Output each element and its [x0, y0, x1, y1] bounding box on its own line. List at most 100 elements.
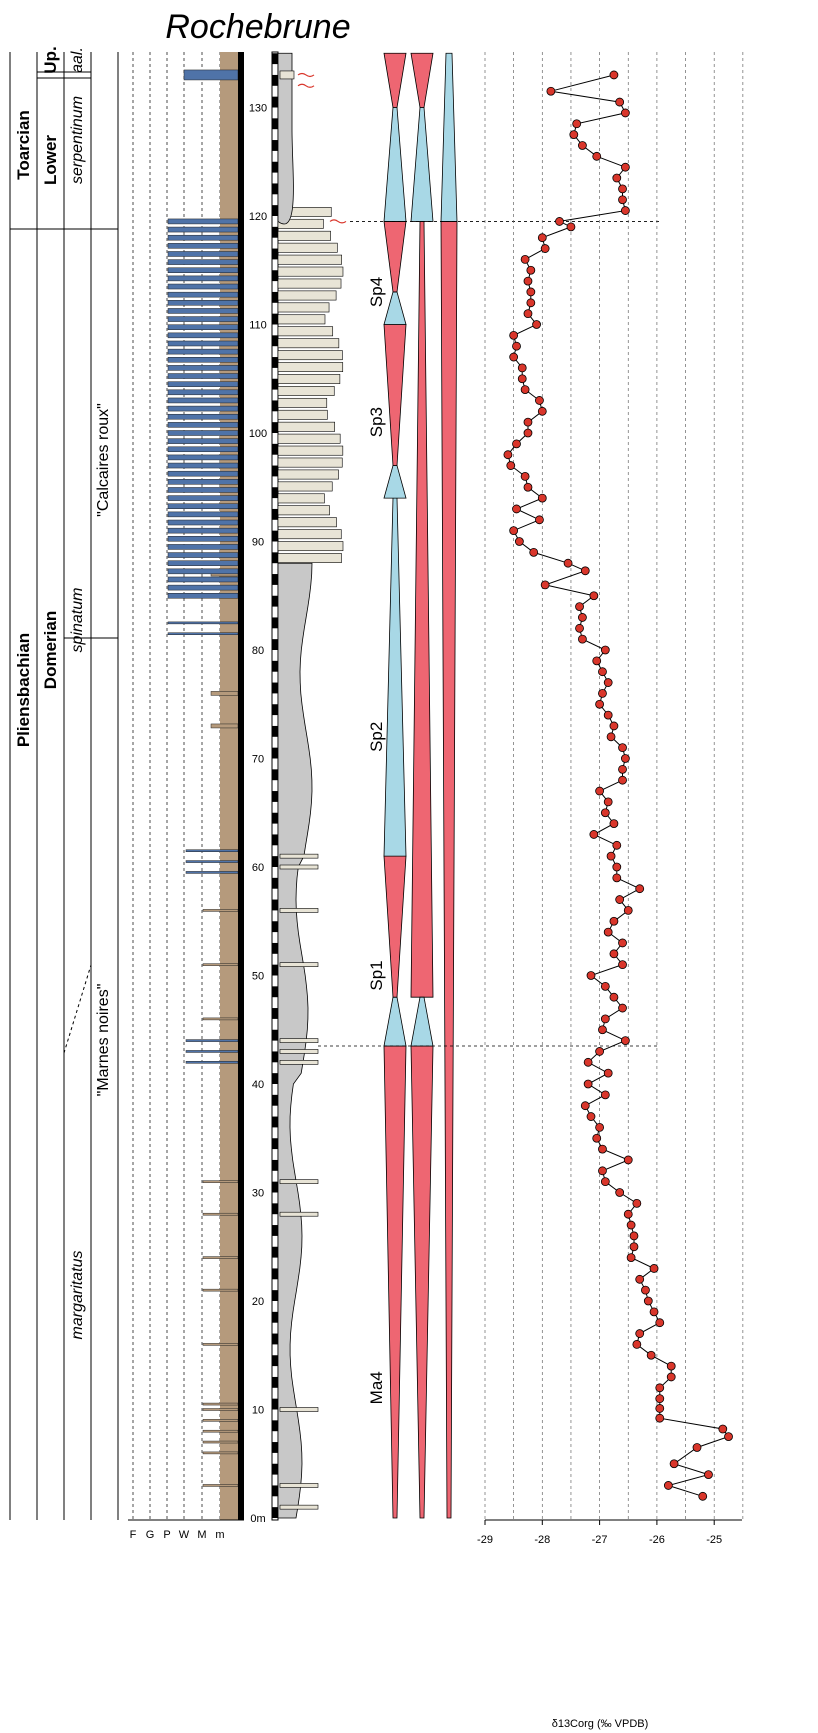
limestone-bed-lower-9: [279, 908, 319, 913]
isotope-point-14: [632, 1340, 642, 1349]
texture-bar-16: [210, 691, 239, 696]
isotope-point-35: [586, 1112, 596, 1121]
isotope-point-90: [535, 515, 544, 525]
depth-bar-segment: [272, 704, 278, 716]
isotope-point-55: [615, 895, 625, 904]
isotope-point-61: [589, 830, 599, 839]
seq1-sp1-regressive: [383, 855, 407, 998]
depth-bar-segment: [272, 899, 278, 911]
isotope-point-94: [520, 471, 530, 481]
seq3-regressive: [440, 221, 458, 1519]
isotope-point-127: [572, 119, 582, 129]
isotope-point-17: [649, 1307, 659, 1317]
depth-label: 80: [252, 645, 264, 657]
isotope-point-93: [523, 482, 533, 492]
texture-bar-9: [202, 1256, 239, 1259]
isotope-point-57: [612, 873, 622, 883]
depth-bar-segment: [272, 942, 278, 954]
isotope-point-24: [629, 1231, 639, 1241]
texture-bar-62: [167, 308, 239, 314]
limestone-bed-upper: [277, 505, 330, 516]
seq1-toarcian-transgressive: [383, 107, 407, 222]
limestone-bed-upper: [277, 409, 328, 420]
isotope-point-51: [618, 938, 627, 948]
isotope-point-67: [618, 764, 627, 774]
seq1-top-regressive: [383, 52, 407, 108]
texture-scale-label: W: [179, 1529, 190, 1541]
texture-bar-31: [167, 560, 239, 566]
isotope-point-40: [583, 1057, 593, 1067]
zone-label-margaritatus: margaritatus: [69, 1251, 86, 1340]
isotope-point-38: [583, 1079, 593, 1089]
seq1-sp4-regressive: [383, 221, 407, 293]
depth-bar-segment: [272, 96, 278, 108]
isotope-point-97: [512, 439, 521, 449]
seq1-sp2-transgressive: [383, 497, 407, 857]
depth-bar-segment: [272, 660, 278, 672]
isotope-line: [507, 74, 730, 1497]
isotope-points: [503, 70, 733, 1501]
isotope-point-131: [609, 70, 619, 80]
isotope-point-96: [503, 450, 513, 460]
limestone-bed-upper: [277, 278, 342, 289]
texture-bar-34: [167, 536, 239, 542]
texture-bar-55: [167, 365, 239, 371]
isotope-point-22: [626, 1253, 636, 1262]
depth-bar-segment: [272, 1116, 278, 1128]
limestone-bed-upper: [277, 290, 337, 301]
depth-bar-segment: [272, 357, 278, 368]
isotope-point-8: [655, 1404, 665, 1413]
isotope-point-32: [598, 1144, 607, 1154]
depth-bar-segment: [272, 1159, 278, 1171]
texture-bar-71: [167, 234, 239, 241]
isotope-point-68: [620, 754, 630, 763]
limestone-bed-upper: [277, 433, 341, 444]
depth-bar-segment: [272, 335, 278, 347]
texture-bar-32: [167, 552, 239, 558]
isotope-point-100: [537, 406, 547, 416]
isotope-point-52: [603, 927, 613, 937]
texture-bar-7: [202, 1343, 239, 1346]
depth-scale-labels: 0m 10 20 30 40 50 60 70 80 90 100 110 120 130: [249, 103, 267, 1526]
depth-bar-segment: [272, 313, 278, 325]
seq2-lower-regressive: [410, 1045, 434, 1519]
isotope-point-42: [620, 1036, 630, 1045]
texture-bar-47: [167, 430, 239, 436]
seq1-ma4-regressive: [383, 1045, 407, 1519]
isotope-point-110: [526, 298, 536, 308]
litho-name-calcaires-roux: "Calcaires roux": [95, 403, 112, 517]
isotope-point-128: [620, 108, 630, 118]
depth-bar-segment: [272, 1138, 278, 1150]
isotope-point-76: [598, 667, 607, 677]
depth-scale-bar: [238, 51, 279, 1521]
texture-bar-45: [167, 446, 239, 453]
depth-bar-segment: [272, 53, 278, 65]
texture-bar-72: [167, 226, 239, 233]
texture-bar-22: [185, 871, 239, 874]
isotope-point-0: [698, 1491, 708, 1501]
limestone-bed-upper: [277, 374, 341, 384]
depth-bar-segment: [272, 400, 278, 412]
seq1-sp4-transgressive: [383, 291, 407, 325]
stage-label-pliensbachian: Pliensbachian: [14, 633, 33, 747]
limestone-bed-upper: [277, 242, 338, 253]
depth-bar-segment: [272, 812, 278, 824]
texture-bar-28: [167, 584, 239, 591]
seq3-transgressive: [440, 52, 458, 222]
depth-bar-segment: [272, 1225, 278, 1236]
isotope-point-18: [643, 1296, 653, 1306]
limestone-bed-upper: [277, 397, 328, 408]
isotope-point-69: [618, 743, 627, 753]
isotope-point-82: [575, 602, 584, 611]
isotope-point-112: [523, 276, 533, 286]
texture-bar-15: [210, 723, 239, 729]
texture-bar-35: [167, 527, 239, 534]
depth-bar-left: [238, 52, 244, 1520]
limestone-bed-lower-4: [279, 1179, 319, 1184]
limestone-bed-lower-1: [279, 1483, 319, 1488]
depth-label: 60: [252, 862, 264, 874]
isotope-point-78: [600, 645, 610, 655]
depth-bar-segment: [272, 1442, 278, 1453]
seq-label-sp1: Sp1: [367, 960, 386, 990]
